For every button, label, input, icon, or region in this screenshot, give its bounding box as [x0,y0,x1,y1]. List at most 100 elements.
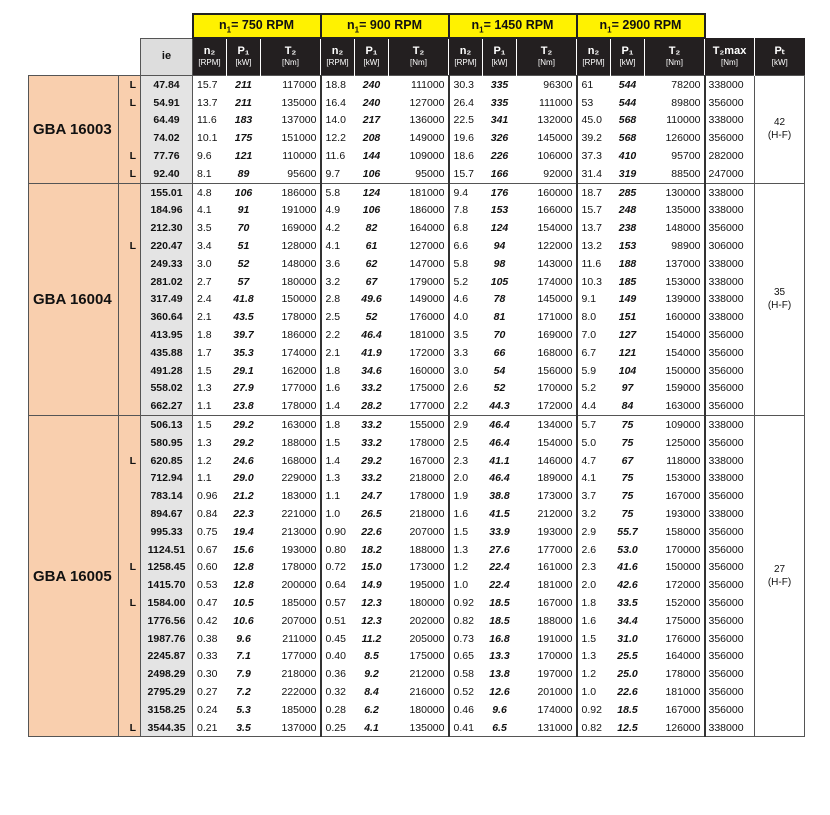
t2-cell: 202000 [388,611,450,630]
n2-cell: 3.4 [197,240,212,253]
p1-header: P₁ [kW] [482,38,517,76]
n2-cell: 0.28 [325,703,346,716]
n2-cell: 1.5 [192,415,227,434]
p1-cell: 94 [493,240,506,253]
t2-cell: 193000 [260,540,322,559]
p1-cell: 33.2 [361,382,382,395]
t2-cell: 218000 [388,505,450,523]
n2-cell: 10.3 [581,275,602,288]
l-marker [118,647,141,666]
t2max-cell: 356000 [704,700,755,719]
p1-cell: 149 [618,293,637,306]
t2max-cell: 356000 [704,361,755,380]
p1-cell: 33.5 [617,597,638,609]
n2-cell: 3.5 [197,222,212,235]
t2-cell: 181000 [388,182,450,202]
t2max-cell: 356000 [704,129,755,148]
p1-cell: 175 [234,132,253,145]
n2-cell: 1.2 [581,668,597,681]
t2-cell: 88500 [644,164,706,184]
n2-cell: 5.8 [320,182,355,202]
ratio-cell: 894.67 [140,505,193,523]
t2max-cell: 356000 [704,594,755,612]
n2-cell: 0.47 [197,597,218,609]
t2-cell: 211000 [260,629,322,648]
p1-cell: 57 [237,275,250,288]
p1-cell: 6.2 [364,703,379,716]
t2max-cell: 356000 [704,219,755,238]
t2max-cell: 356000 [704,326,755,344]
p1-cell: 10.5 [233,597,254,609]
l-marker [118,505,141,523]
n2-cell: 0.57 [325,597,346,609]
n2-cell: 0.90 [325,525,346,538]
t2max-cell: 356000 [704,487,755,506]
p1-cell: 105 [490,275,509,288]
t2-cell: 169000 [516,326,578,344]
t2max-cell: 356000 [704,665,755,684]
n2-cell: 1.1 [192,397,227,417]
table-row: 2245.87 0.33 7.1 177000 0.40 8.5 175000 0.65 13.… [29,647,805,666]
t2-cell: 89800 [644,93,706,112]
n2-cell: 0.58 [453,668,474,681]
t2max-cell: 338000 [704,74,755,94]
table-row: 712.94 1.1 29.0 229000 1.3 33.2 218000 2.0 46.4 1… [29,469,805,488]
n2-cell: 22.5 [453,114,474,127]
t2-cell: 92000 [516,164,578,184]
p1-cell: 16.8 [489,632,510,645]
p1-cell: 153 [490,204,509,217]
n2-cell: 2.6 [581,543,597,556]
p1-cell: 106 [354,164,389,184]
p1-cell: 7.2 [236,685,251,698]
pt-value: 42 [773,117,786,129]
t2-cell: 125000 [644,433,706,452]
n2-cell: 1.5 [197,364,212,377]
t2-cell: 178000 [260,558,322,577]
p1-cell: 568 [618,114,637,127]
p1-cell: 33.9 [489,525,510,538]
table-row: L 620.85 1.2 24.6 168000 1.4 29.2 167000 2.3 41.1… [29,451,805,470]
l-marker: L [118,164,141,184]
ratio-cell: 491.28 [140,361,193,380]
t2-cell: 212000 [388,665,450,684]
p1-cell: 23.8 [226,397,261,417]
p1-cell: 4.1 [354,718,389,738]
p1-cell: 78 [493,293,506,306]
n2-cell: 15.7 [192,74,227,94]
t2-cell: 150000 [644,558,706,577]
p1-cell: 217 [362,114,381,127]
t2max-cell: 356000 [704,540,755,559]
p1-cell: 42.6 [617,579,638,592]
p1-cell: 39.7 [233,329,254,342]
t2-cell: 95600 [260,164,322,184]
p1-cell: 104 [618,364,637,377]
n2-cell: 4.7 [581,454,597,467]
p1-cell: 97 [621,382,634,395]
n2-cell: 0.92 [453,597,474,609]
n2-cell: 1.1 [325,490,341,503]
t2-cell: 188000 [388,540,450,559]
t2max-cell: 338000 [704,254,755,273]
table-row: 1987.76 0.38 9.6 211000 0.45 11.2 205000 0.73 16… [29,629,805,648]
p1-cell: 26.5 [361,508,382,521]
table-row: 184.96 4.1 91 191000 4.9 106 186000 7.8 153 16600… [29,201,805,220]
n2-cell: 1.5 [325,436,341,449]
n2-cell: 7.8 [453,204,469,217]
t2-cell: 161000 [516,558,578,577]
t2-cell: 173000 [388,558,450,577]
table-row: 995.33 0.75 19.4 213000 0.90 22.6 207000 1.5 33.… [29,522,805,541]
p1-cell: 12.6 [489,685,510,698]
ratio-cell: 2498.29 [140,665,193,684]
t2-cell: 164000 [644,647,706,666]
p1-cell: 335 [490,96,509,109]
n2-cell: 1.1 [197,472,212,485]
n2-cell: 18.7 [576,182,611,202]
ratio-cell: 1415.70 [140,576,193,595]
p1-cell: 82 [365,222,378,235]
t2-cell: 218000 [388,469,450,488]
table-row: 360.64 2.1 43.5 178000 2.5 52 176000 4.0 81 17100… [29,308,805,327]
p1-cell: 25.0 [617,668,638,681]
p1-cell: 27.6 [489,543,510,556]
n2-cell: 2.6 [453,382,469,395]
p1-cell: 27.9 [233,382,254,395]
